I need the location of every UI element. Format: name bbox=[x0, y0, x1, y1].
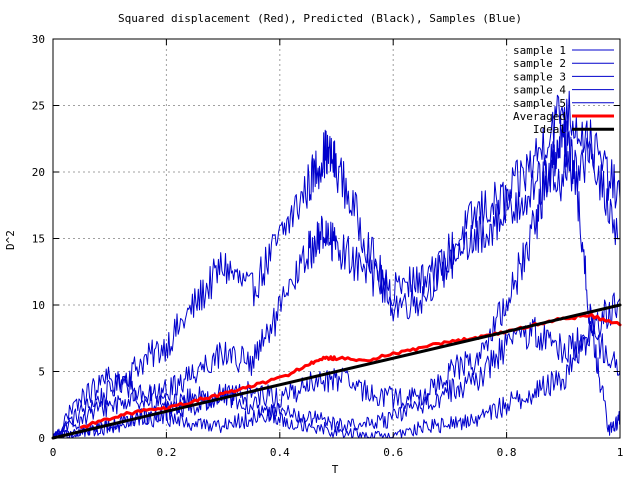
x-tick-label: 0 bbox=[50, 446, 57, 459]
y-tick-label: 10 bbox=[32, 299, 45, 312]
y-tick-label: 25 bbox=[32, 100, 45, 113]
series-layer bbox=[51, 90, 622, 440]
series-line-sample-1 bbox=[52, 90, 621, 438]
x-tick-label: 0.6 bbox=[383, 446, 403, 459]
legend-label: Ideal bbox=[533, 123, 566, 136]
legend-label: sample 3 bbox=[513, 70, 566, 83]
y-tick-label: 5 bbox=[38, 366, 45, 379]
y-tick-label: 30 bbox=[32, 33, 45, 46]
chart-title: Squared displacement (Red), Predicted (B… bbox=[118, 12, 522, 25]
series-line-ideal bbox=[51, 303, 622, 440]
series-line-sample-3 bbox=[52, 113, 621, 439]
legend-label: sample 1 bbox=[513, 44, 566, 57]
x-tick-label: 0.2 bbox=[156, 446, 176, 459]
legend-label: Averaged bbox=[513, 110, 566, 123]
legend-label: sample 4 bbox=[513, 84, 566, 97]
x-axis-label: T bbox=[332, 463, 339, 476]
series-line-sample-2 bbox=[52, 137, 621, 438]
y-tick-label: 0 bbox=[38, 432, 45, 445]
x-tick-label: 0.8 bbox=[497, 446, 517, 459]
y-tick-label: 20 bbox=[32, 166, 45, 179]
y-tick-label: 15 bbox=[32, 233, 45, 246]
legend-label: sample 5 bbox=[513, 97, 566, 110]
grid-layer bbox=[53, 39, 620, 438]
y-axis-label: D^2 bbox=[4, 230, 17, 250]
legend-label: sample 2 bbox=[513, 57, 566, 70]
x-tick-label: 0.4 bbox=[270, 446, 290, 459]
x-tick-label: 1 bbox=[617, 446, 624, 459]
